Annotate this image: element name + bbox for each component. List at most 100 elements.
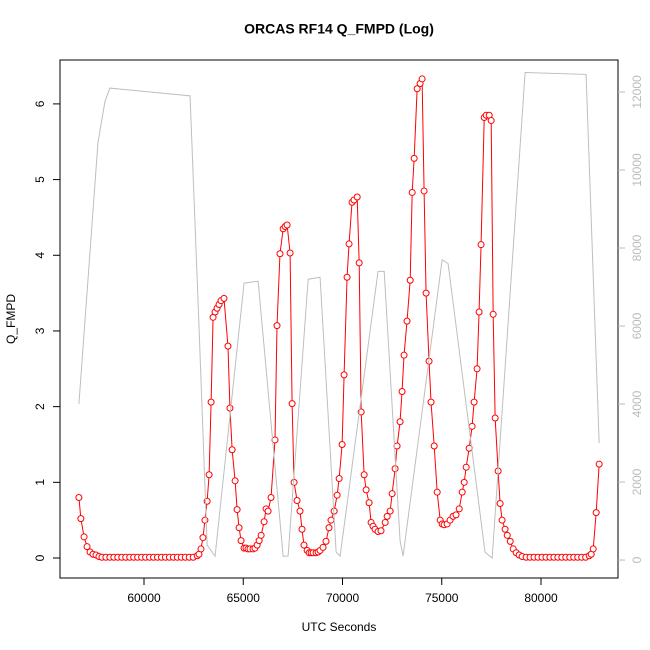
data-point <box>498 516 506 524</box>
data-point <box>283 221 291 229</box>
data-point <box>235 524 243 532</box>
y2-tick-label: 0 <box>630 556 644 563</box>
x-tick-label: 70000 <box>326 591 360 605</box>
data-point <box>420 187 428 195</box>
data-point <box>237 537 245 545</box>
data-point <box>468 422 476 430</box>
series-line <box>78 71 600 560</box>
data-point <box>288 400 296 408</box>
data-point <box>75 493 83 501</box>
x-axis-label: UTC Seconds <box>302 620 377 634</box>
x-tick-label: 65000 <box>227 591 261 605</box>
data-point <box>267 493 275 501</box>
data-point <box>422 289 430 297</box>
data-point <box>325 524 333 532</box>
data-point <box>333 491 341 499</box>
data-point <box>231 477 239 485</box>
data-point <box>383 512 391 520</box>
data-point <box>398 388 406 396</box>
data-point <box>408 188 416 196</box>
data-point <box>338 440 346 448</box>
data-point <box>491 414 499 422</box>
x-tick-label: 80000 <box>524 591 558 605</box>
data-point <box>400 351 408 359</box>
y-tick-label: 1 <box>33 479 47 486</box>
data-point <box>355 259 363 267</box>
data-point <box>365 499 373 507</box>
data-point <box>340 371 348 379</box>
y-tick-label: 0 <box>33 554 47 561</box>
y2-tick-label: 2000 <box>630 468 644 495</box>
data-point <box>228 446 236 454</box>
data-point <box>335 475 343 483</box>
chart-title: ORCAS RF14 Q_FMPD (Log) <box>244 21 434 37</box>
data-point <box>475 308 483 316</box>
data-point <box>273 322 281 330</box>
data-point <box>286 249 294 257</box>
data-point <box>501 525 509 533</box>
plot-frame <box>59 59 619 579</box>
data-point <box>293 496 301 504</box>
data-point <box>83 543 91 551</box>
data-point <box>226 404 234 412</box>
data-point <box>345 240 353 248</box>
data-point <box>455 505 463 513</box>
y2-tick-label: 6000 <box>630 312 644 339</box>
data-point <box>458 488 466 496</box>
data-point <box>362 486 370 494</box>
data-point <box>452 511 460 519</box>
data-point <box>386 507 394 515</box>
data-point <box>343 273 351 281</box>
data-point <box>77 515 85 523</box>
data-point <box>506 537 514 545</box>
data-point <box>503 531 511 539</box>
data-point <box>207 398 215 406</box>
y2-tick-label: 12000 <box>630 75 644 109</box>
data-point <box>257 531 265 539</box>
data-point <box>381 518 389 526</box>
y2-tick-label: 8000 <box>630 234 644 261</box>
data-point <box>298 525 306 533</box>
y2-tick-label: 10000 <box>630 153 644 187</box>
data-point <box>220 294 228 302</box>
y-tick-label: 6 <box>33 100 47 107</box>
data-point <box>260 518 268 526</box>
data-point <box>205 471 213 479</box>
data-point <box>410 154 418 162</box>
data-point <box>353 193 361 201</box>
data-point <box>433 488 441 496</box>
x-tick-label: 75000 <box>425 591 459 605</box>
data-point <box>489 310 497 318</box>
data-point <box>473 365 481 373</box>
data-point <box>327 516 335 524</box>
data-point <box>224 342 232 350</box>
data-point <box>470 398 478 406</box>
data-point <box>427 398 435 406</box>
data-point <box>201 516 209 524</box>
data-point <box>460 478 468 486</box>
data-point <box>430 442 438 450</box>
data-point <box>592 509 600 517</box>
data-point <box>199 534 207 542</box>
data-point <box>296 507 304 515</box>
data-point <box>477 241 485 249</box>
data-point <box>377 527 385 535</box>
y-tick-label: 2 <box>33 403 47 410</box>
y-tick-label: 4 <box>33 252 47 259</box>
data-point <box>300 541 308 549</box>
data-point <box>589 545 597 553</box>
data-point <box>595 460 603 468</box>
data-point <box>264 507 272 515</box>
y-tick-label: 3 <box>33 327 47 334</box>
data-point <box>487 117 495 125</box>
data-point <box>418 75 426 83</box>
data-point <box>80 533 88 541</box>
data-point <box>271 436 279 444</box>
data-point <box>406 276 414 284</box>
data-point <box>391 465 399 473</box>
data-point <box>319 543 327 551</box>
data-point <box>413 85 421 93</box>
data-point <box>496 500 504 508</box>
y2-tick-label: 4000 <box>630 390 644 417</box>
